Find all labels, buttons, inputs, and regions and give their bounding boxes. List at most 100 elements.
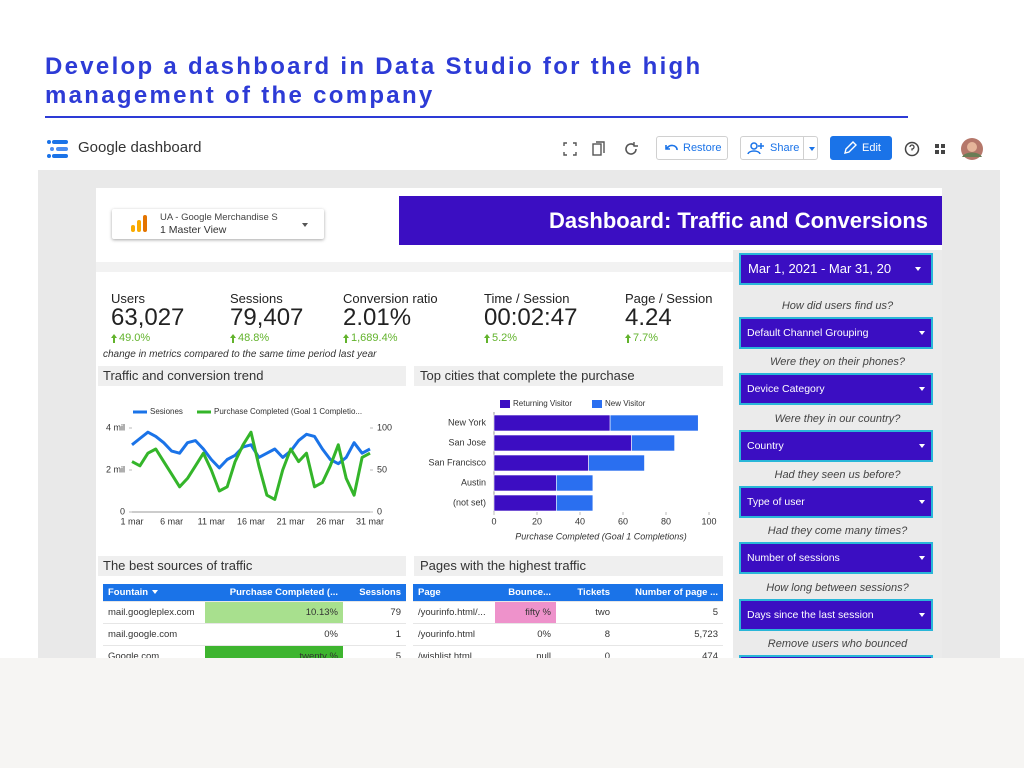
view-name: 1 Master View bbox=[160, 224, 227, 236]
scorecard-note: change in metrics compared to the same t… bbox=[103, 349, 377, 360]
filter-control-label: Country bbox=[747, 439, 784, 452]
edit-button[interactable]: Edit bbox=[830, 136, 892, 160]
scorecard-value: 63,027 bbox=[111, 304, 185, 331]
filter-control[interactable] bbox=[739, 654, 933, 658]
x-tick-label: 26 mar bbox=[316, 516, 344, 526]
date-range: Mar 1, 2021 - Mar 31, 20 bbox=[748, 261, 892, 276]
column bbox=[343, 584, 406, 658]
button-label: Share bbox=[770, 142, 800, 154]
toolbar-right-icons bbox=[904, 138, 983, 160]
data-source-selector[interactable]: UA - Google Merchandise S 1 Master View bbox=[112, 209, 324, 239]
scorecard-label: Users bbox=[111, 291, 145, 306]
scorecard-change: 5.2% bbox=[484, 332, 517, 344]
y2-tick-label: 100 bbox=[377, 422, 392, 432]
table-cell: 1 bbox=[343, 623, 406, 646]
button-label: Edit bbox=[862, 142, 881, 154]
title-rule bbox=[45, 116, 908, 118]
account-name: UA - Google Merchandise S bbox=[160, 212, 278, 223]
table-cell: 8 bbox=[556, 623, 615, 646]
bottom-area bbox=[0, 658, 1024, 768]
date-range-picker[interactable]: Mar 1, 2021 - Mar 31, 20 bbox=[739, 253, 933, 285]
canvas bbox=[38, 170, 1000, 658]
filter-question: Were they in our country? bbox=[774, 412, 901, 425]
bar bbox=[609, 414, 699, 432]
scorecard-change: 48.8% bbox=[230, 332, 269, 344]
table-cell: twenty % bbox=[205, 645, 343, 658]
bar bbox=[493, 434, 632, 452]
restore-button[interactable]: Restore bbox=[656, 136, 728, 160]
legend-label: New Visitor bbox=[605, 399, 646, 408]
scorecard-label: Page / Session bbox=[625, 291, 713, 306]
filter-control-label: Default Channel Grouping bbox=[747, 327, 869, 339]
x-tick-label: 11 mar bbox=[198, 516, 225, 526]
filter-question: How long between sessions? bbox=[766, 581, 909, 594]
filter-control-label: Type of user bbox=[747, 495, 805, 508]
cities-chart: 0 20 40 60 80 100 Purchase Completed (Goal 1 C… bbox=[428, 399, 716, 541]
slide-title-line: Develop a dashboard in Data Studio for t… bbox=[45, 53, 703, 80]
separator bbox=[96, 262, 733, 272]
bar bbox=[631, 434, 675, 452]
column-header: Sessions bbox=[343, 584, 406, 602]
sort-caret bbox=[152, 590, 159, 595]
header-row: Page Bounce... Tickets Number of page ... bbox=[413, 584, 723, 602]
filter-question: Had they come many times? bbox=[767, 525, 908, 538]
category-label: San Francisco bbox=[428, 457, 486, 467]
column-group bbox=[103, 584, 406, 658]
x-tick-label: 40 bbox=[575, 516, 585, 526]
column bbox=[413, 584, 495, 658]
table-cell: 0% bbox=[205, 623, 343, 646]
share-button[interactable]: Share bbox=[740, 136, 818, 160]
trend-chart: 0 2 mil 4 mil 0 50 100 1 mar 6 mar 11 mar 16 mar 2… bbox=[106, 407, 392, 526]
filter-control[interactable]: Country bbox=[739, 429, 933, 462]
change-value: 48.8% bbox=[238, 332, 270, 344]
scorecard-label: Time / Session bbox=[484, 291, 570, 306]
table-row: mail.google.com 0% 1 bbox=[103, 623, 406, 646]
filter-question: Were they on their phones? bbox=[770, 356, 905, 369]
filter-control-label: Device Category bbox=[747, 383, 825, 396]
up-arrow bbox=[343, 334, 349, 343]
bar bbox=[588, 454, 645, 472]
section-header: Traffic and conversion trend bbox=[98, 366, 406, 386]
filter-control[interactable]: Days since the last session bbox=[739, 598, 933, 631]
x-tick-label: 31 mar bbox=[356, 516, 384, 526]
column bbox=[205, 584, 343, 658]
column-group bbox=[413, 584, 723, 658]
bar bbox=[493, 494, 557, 512]
category-label: New York bbox=[448, 417, 487, 427]
table-cell: Google.com bbox=[103, 645, 205, 658]
table-cell: /wishlist.html bbox=[413, 645, 495, 658]
change-value: 5.2% bbox=[492, 332, 518, 344]
column-header: Purchase Completed (... bbox=[205, 584, 343, 602]
filter-control[interactable]: Default Channel Grouping bbox=[739, 317, 933, 349]
bar bbox=[556, 494, 594, 512]
scorecard-value: 79,407 bbox=[230, 304, 304, 331]
change-value: 1,689.4% bbox=[351, 332, 398, 344]
bar bbox=[493, 474, 557, 492]
analytics-icon bbox=[131, 215, 147, 232]
filter-control[interactable]: Number of sessions bbox=[739, 542, 933, 575]
filter-control-label: Number of sessions bbox=[747, 552, 840, 565]
column bbox=[103, 584, 205, 658]
dropdown-caret bbox=[919, 499, 925, 504]
column bbox=[556, 584, 615, 658]
up-arrow bbox=[111, 334, 117, 343]
column-header: Number of page ... bbox=[615, 584, 723, 602]
table-row: Google.com twenty % 5 bbox=[103, 645, 406, 658]
table-cell: /yourinfo.html/... bbox=[413, 601, 495, 624]
scorecard-label: Sessions bbox=[230, 291, 283, 306]
category-label: San Jose bbox=[448, 437, 486, 447]
edit-icon bbox=[844, 141, 857, 154]
table-row: mail.googleplex.com 10.13% 79 bbox=[103, 601, 406, 624]
filter-control[interactable]: Device Category bbox=[739, 373, 933, 406]
slide-title: Develop a dashboard in Data Studio for t… bbox=[45, 52, 702, 110]
series-line bbox=[131, 430, 371, 470]
x-axis-label: Purchase Completed (Goal 1 Completions) bbox=[515, 531, 687, 541]
legend-swatch bbox=[592, 400, 602, 408]
y2-tick-label: 0 bbox=[377, 506, 382, 516]
table-row: /wishlist.html null 0 474 bbox=[413, 645, 723, 658]
filter-control[interactable]: Type of user bbox=[739, 485, 933, 518]
bar bbox=[493, 454, 589, 472]
data-table: Fountain Purchase Completed (... Sessions m… bbox=[103, 584, 406, 658]
column bbox=[615, 584, 723, 658]
